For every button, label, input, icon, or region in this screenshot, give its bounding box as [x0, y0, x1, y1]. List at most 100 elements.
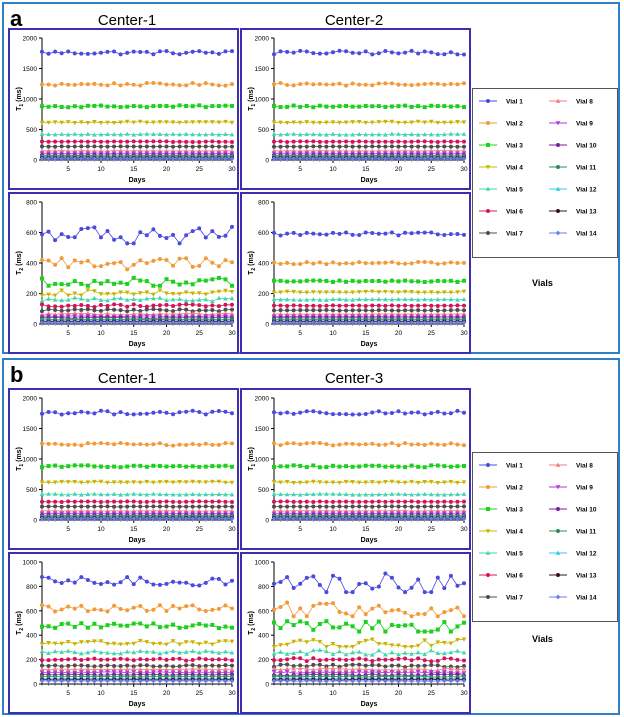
data-point	[164, 624, 169, 629]
vials-label-a: Vials	[532, 278, 553, 288]
data-point	[203, 663, 208, 668]
data-point	[350, 504, 355, 509]
data-point	[52, 641, 58, 646]
y-axis-label: T1 (ms)	[248, 87, 257, 111]
data-point	[85, 144, 90, 149]
data-point	[415, 643, 421, 649]
data-point	[197, 144, 202, 149]
data-point	[415, 132, 421, 137]
data-point	[429, 463, 434, 468]
data-point	[46, 667, 51, 672]
data-point	[72, 291, 78, 296]
data-point	[369, 669, 375, 675]
data-point	[210, 104, 215, 109]
data-point	[455, 516, 460, 522]
data-point	[118, 120, 123, 125]
series-vial-4	[271, 637, 467, 650]
data-point	[389, 650, 395, 655]
legend-marker	[486, 143, 490, 147]
data-point	[455, 491, 460, 497]
data-point	[223, 649, 228, 654]
legend-item-vial-12: Vial 12	[549, 551, 597, 558]
legend-item-vial-6: Vial 6	[479, 209, 523, 216]
data-point	[311, 297, 316, 302]
data-point	[66, 663, 71, 668]
data-point	[46, 296, 51, 301]
data-point	[291, 303, 296, 308]
data-point	[376, 516, 382, 522]
data-point	[396, 464, 401, 469]
data-point	[311, 278, 316, 283]
data-point	[184, 302, 189, 307]
data-point	[317, 304, 322, 309]
data-point	[337, 625, 342, 630]
series-line	[41, 308, 232, 312]
data-point	[389, 516, 395, 522]
data-point	[125, 144, 130, 149]
data-point	[442, 672, 447, 677]
data-point	[184, 663, 189, 668]
data-point	[337, 645, 342, 650]
data-point	[177, 499, 182, 504]
data-point	[197, 303, 202, 308]
data-point	[409, 671, 414, 676]
x-tick-label: 20	[395, 166, 403, 173]
data-point	[415, 290, 421, 295]
data-point	[298, 663, 303, 668]
data-point	[350, 120, 355, 125]
legend-a: Vial 1 Vial 2 Vial 3 Vial 4 Vial 5 Vial 6 Vial…	[472, 88, 618, 258]
data-point	[59, 622, 64, 627]
data-point	[66, 621, 71, 626]
data-point	[448, 104, 453, 109]
data-point	[164, 504, 169, 509]
data-point	[429, 81, 434, 86]
data-point	[197, 656, 202, 661]
data-point	[72, 642, 78, 647]
data-point	[183, 516, 189, 522]
data-point	[151, 499, 156, 504]
data-point	[151, 491, 156, 496]
data-point	[324, 619, 329, 624]
data-point	[40, 309, 44, 314]
data-point	[98, 132, 104, 137]
data-point	[383, 571, 388, 576]
data-point	[144, 156, 150, 162]
data-point	[131, 605, 136, 610]
data-point	[124, 320, 130, 325]
data-point	[210, 642, 215, 647]
data-point	[304, 297, 310, 302]
data-point	[137, 119, 143, 124]
y-tick-label: 500	[26, 487, 37, 494]
data-point	[216, 499, 221, 504]
data-point	[330, 296, 336, 302]
data-point	[357, 412, 362, 417]
x-tick-label: 30	[228, 526, 236, 533]
data-point	[98, 121, 104, 126]
data-point	[92, 295, 97, 301]
data-point	[118, 623, 123, 628]
y-tick-label: 1000	[23, 457, 38, 464]
data-point	[298, 504, 303, 509]
data-point	[112, 464, 117, 469]
series-line	[41, 664, 233, 667]
data-point	[376, 657, 381, 662]
data-point	[337, 81, 342, 86]
data-point	[356, 492, 362, 497]
data-point	[382, 320, 388, 325]
data-point	[337, 666, 342, 671]
data-point	[53, 625, 58, 630]
data-point	[317, 601, 322, 606]
data-point	[59, 282, 64, 287]
data-point	[223, 657, 228, 662]
data-point	[337, 576, 342, 581]
data-point	[164, 678, 169, 684]
data-point	[363, 304, 368, 309]
data-point	[350, 290, 355, 295]
data-point	[297, 678, 303, 684]
data-point	[209, 156, 215, 162]
data-point	[229, 639, 235, 644]
data-point	[403, 504, 408, 509]
data-point	[223, 139, 228, 144]
x-tick-label: 5	[66, 526, 70, 533]
data-point	[357, 104, 362, 109]
